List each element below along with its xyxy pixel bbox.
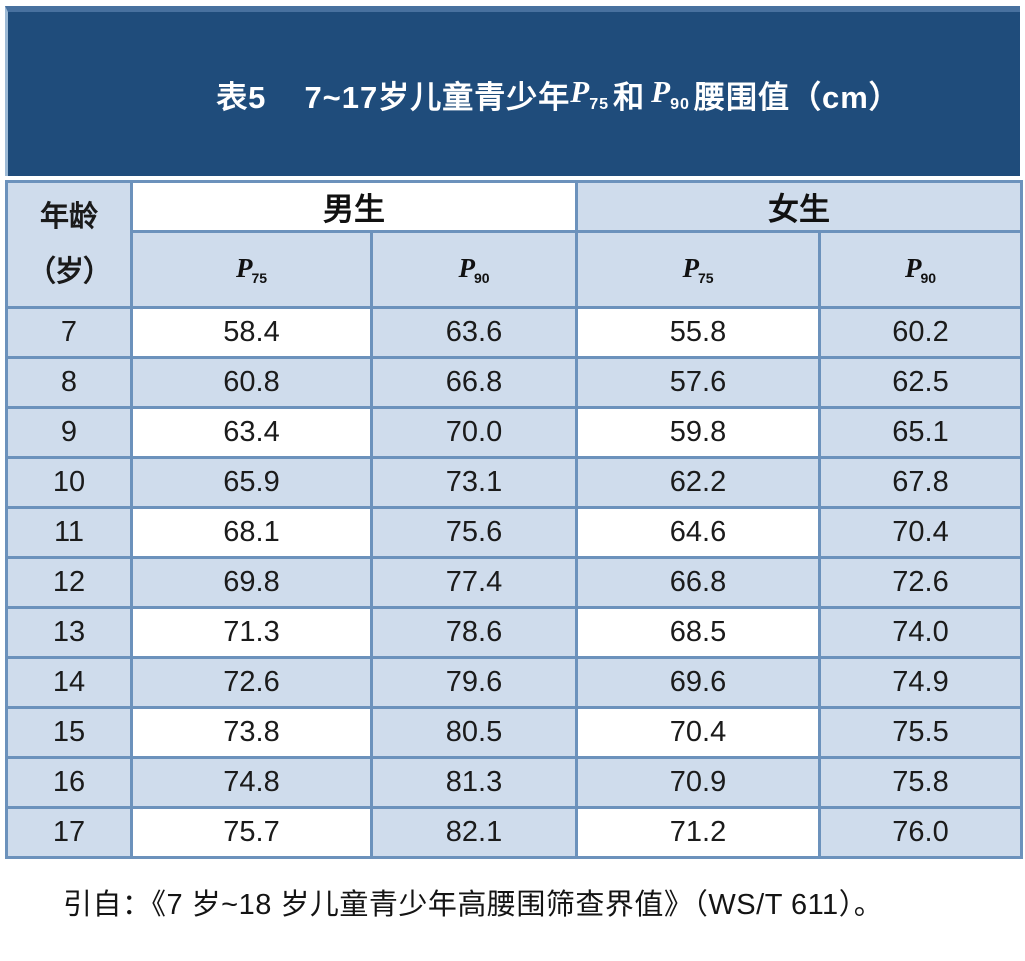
value-cell: 72.6 — [818, 556, 1023, 609]
female-column-header: 女生 — [575, 180, 1023, 233]
table-row: 11 68.1 75.6 64.6 70.4 — [5, 506, 1023, 559]
age-cell: 13 — [5, 606, 133, 659]
value-cell: 66.8 — [575, 556, 821, 609]
value-cell: 74.0 — [818, 606, 1023, 659]
value-cell: 73.1 — [370, 456, 578, 509]
age-cell: 17 — [5, 806, 133, 859]
value-cell: 78.6 — [370, 606, 578, 659]
citation-note: 引自：《7 岁~18 岁儿童青少年高腰围筛查界值》（WS/T 611）。 — [63, 889, 884, 921]
age-header-label: 年龄 — [39, 200, 98, 233]
page: 表5 7~17岁儿童青少年 P75 和 P90 腰围值（cm） 年龄 （岁） 男… — [0, 6, 1025, 961]
table-row: 16 74.8 81.3 70.9 75.8 — [5, 756, 1023, 809]
value-cell: 75.5 — [818, 706, 1023, 759]
age-cell: 16 — [5, 756, 133, 809]
value-cell: 74.9 — [818, 656, 1023, 709]
value-cell: 71.3 — [130, 606, 373, 659]
value-cell: 60.8 — [130, 356, 373, 409]
waist-circumference-table: 年龄 （岁） 男生 女生 P75 P90 P75 P90 7 58.4 63.6 55… — [5, 180, 1023, 859]
value-cell: 75.8 — [818, 756, 1023, 809]
age-column-header: 年龄 （岁） — [5, 180, 133, 309]
age-cell: 9 — [5, 406, 133, 459]
value-cell: 55.8 — [575, 306, 821, 359]
male-column-header: 男生 — [130, 180, 578, 233]
value-cell: 82.1 — [370, 806, 578, 859]
age-cell: 10 — [5, 456, 133, 509]
title-suffix: 腰围值（cm） — [693, 79, 901, 115]
value-cell: 77.4 — [370, 556, 578, 609]
value-cell: 70.4 — [575, 706, 821, 759]
age-header-unit: （岁） — [26, 255, 112, 288]
table-number: 表5 — [216, 79, 267, 115]
value-cell: 63.4 — [130, 406, 373, 459]
title-conjunction: 和 — [613, 79, 646, 115]
value-cell: 80.5 — [370, 706, 578, 759]
value-cell: 68.5 — [575, 606, 821, 659]
value-cell: 69.8 — [130, 556, 373, 609]
table-body: 7 58.4 63.6 55.8 60.2 8 60.8 66.8 57.6 62.5 9 63.4 7… — [5, 306, 1023, 859]
value-cell: 74.8 — [130, 756, 373, 809]
value-cell: 71.2 — [575, 806, 821, 859]
value-cell: 62.2 — [575, 456, 821, 509]
table-row: 15 73.8 80.5 70.4 75.5 — [5, 706, 1023, 759]
age-cell: 8 — [5, 356, 133, 409]
value-cell: 70.0 — [370, 406, 578, 459]
value-cell: 64.6 — [575, 506, 821, 559]
value-cell: 70.9 — [575, 756, 821, 809]
header-row-percentiles: P75 P90 P75 P90 — [7, 230, 1023, 309]
female-p75-header: P75 — [575, 230, 821, 309]
value-cell: 75.7 — [130, 806, 373, 859]
male-p75-header: P75 — [130, 230, 373, 309]
value-cell: 65.1 — [818, 406, 1023, 459]
table-row: 14 72.6 79.6 69.6 74.9 — [5, 656, 1023, 709]
table-row: 7 58.4 63.6 55.8 60.2 — [5, 306, 1023, 359]
age-cell: 15 — [5, 706, 133, 759]
age-cell: 14 — [5, 656, 133, 709]
title-main-text: 7~17岁儿童青少年 — [304, 79, 571, 115]
title-p90-symbol: P90 — [651, 73, 690, 114]
value-cell: 66.8 — [370, 356, 578, 409]
table-row: 17 75.7 82.1 71.2 76.0 — [5, 806, 1023, 859]
table-row: 12 69.8 77.4 66.8 72.6 — [5, 556, 1023, 609]
value-cell: 60.2 — [818, 306, 1023, 359]
value-cell: 79.6 — [370, 656, 578, 709]
value-cell: 76.0 — [818, 806, 1023, 859]
value-cell: 58.4 — [130, 306, 373, 359]
value-cell: 75.6 — [370, 506, 578, 559]
value-cell: 68.1 — [130, 506, 373, 559]
age-cell: 7 — [5, 306, 133, 359]
age-cell: 12 — [5, 556, 133, 609]
value-cell: 65.9 — [130, 456, 373, 509]
value-cell: 69.6 — [575, 656, 821, 709]
title-p75-symbol: P75 — [570, 73, 610, 114]
value-cell: 57.6 — [575, 356, 821, 409]
value-cell: 73.8 — [130, 706, 373, 759]
table-row: 9 63.4 70.0 59.8 65.1 — [5, 406, 1023, 459]
table-row: 13 71.3 78.6 68.5 74.0 — [5, 606, 1023, 659]
female-p90-header: P90 — [818, 230, 1023, 309]
value-cell: 70.4 — [818, 506, 1023, 559]
table-row: 10 65.9 73.1 62.2 67.8 — [5, 456, 1023, 509]
value-cell: 62.5 — [818, 356, 1023, 409]
value-cell: 72.6 — [130, 656, 373, 709]
value-cell: 63.6 — [370, 306, 578, 359]
male-p90-header: P90 — [370, 230, 578, 309]
age-cell: 11 — [5, 506, 133, 559]
value-cell: 67.8 — [818, 456, 1023, 509]
header-row-gender: 年龄 （岁） 男生 女生 — [5, 180, 1023, 309]
table-row: 8 60.8 66.8 57.6 62.5 — [5, 356, 1023, 409]
table-title-bar: 表5 7~17岁儿童青少年 P75 和 P90 腰围值（cm） — [5, 6, 1020, 176]
value-cell: 59.8 — [575, 406, 821, 459]
value-cell: 81.3 — [370, 756, 578, 809]
